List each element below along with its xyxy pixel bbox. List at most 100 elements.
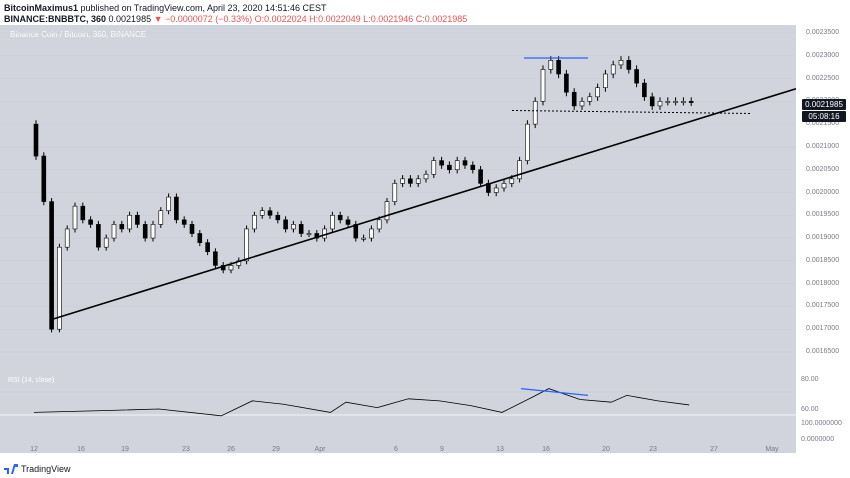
price-tick-label: 0.0020500 [806, 165, 840, 173]
candle [673, 101, 678, 103]
price-tick-label: 0.0020000 [806, 188, 840, 196]
rsi-tick-label: 80.00 [801, 376, 819, 383]
time-tick-label: May [765, 446, 779, 453]
candle [135, 214, 140, 225]
candle [96, 224, 101, 248]
price-tick-label: 0.0017500 [806, 302, 840, 310]
candle [603, 73, 608, 88]
candle [361, 237, 366, 240]
candle [252, 214, 257, 230]
ohlc-values: O:0.0022024 H:0.0022049 L:0.0021946 C:0.… [254, 14, 468, 24]
candle [49, 201, 54, 330]
candle [181, 219, 187, 225]
price-chart[interactable] [0, 25, 797, 375]
candle [478, 169, 483, 184]
time-tick-label: 19 [121, 446, 129, 453]
candle [587, 96, 593, 102]
author-name[interactable]: BitcoinMaximus1 [4, 3, 79, 13]
candle [470, 164, 476, 171]
candle [283, 219, 288, 230]
candle [564, 73, 569, 93]
candle [657, 101, 663, 107]
candle [88, 219, 93, 225]
candle [415, 178, 421, 184]
candle [353, 224, 359, 239]
candle [384, 201, 390, 221]
candle [127, 214, 132, 230]
candle [33, 123, 39, 157]
candle [618, 60, 624, 66]
candle [259, 210, 265, 216]
time-tick-label: 9 [440, 446, 444, 453]
candle [142, 224, 148, 239]
candle [111, 224, 117, 239]
rsi-tick-label: 60.00 [801, 406, 819, 413]
candle [57, 246, 62, 330]
last-price: 0.0021985 [108, 14, 152, 24]
candle [322, 228, 327, 239]
candle [501, 183, 507, 189]
time-tick-label: 12 [30, 446, 38, 453]
candle [439, 160, 444, 166]
chart-panel[interactable] [0, 25, 796, 453]
publish-info: BitcoinMaximus1 published on TradingView… [4, 3, 327, 13]
candle [493, 187, 499, 193]
price-tick-label: 0.0021000 [806, 142, 840, 150]
rsi-divergence-line [520, 388, 589, 396]
rsi-title: RSI (14, close) [8, 377, 55, 384]
candle [291, 224, 296, 230]
price-tick-label: 0.0016500 [806, 348, 840, 355]
candle [665, 101, 671, 103]
tradingview-logo-icon[interactable] [4, 464, 18, 474]
support-line [511, 109, 751, 114]
price-tick-label: 0.0018000 [806, 279, 840, 287]
candle [556, 60, 561, 75]
candle [41, 155, 47, 202]
candle [626, 60, 632, 70]
candle [642, 82, 647, 98]
candle [244, 228, 249, 262]
candle [408, 178, 413, 184]
time-tick-label: 27 [710, 446, 718, 453]
rsi-chart[interactable] [0, 375, 796, 443]
candle [166, 196, 171, 212]
candle [306, 233, 312, 236]
candle [80, 205, 86, 221]
time-tick-label: 6 [394, 446, 398, 453]
price-tick-label: 0.0018500 [806, 256, 840, 264]
price-tick-label: 0.0022500 [806, 74, 840, 82]
price-tick-label: 0.0021500 [806, 120, 840, 128]
price-axis[interactable] [796, 25, 850, 453]
tradingview-brand[interactable]: TradingView [21, 464, 71, 474]
candle [376, 219, 382, 230]
time-tick-label: 13 [496, 446, 504, 453]
candle [275, 214, 281, 221]
candle [345, 219, 351, 225]
symbol-info: BINANCE:BNBBTC, 360 0.0021985 ▼ −0.00000… [4, 14, 467, 24]
candle [517, 160, 522, 180]
candle [571, 91, 577, 107]
candle [72, 205, 78, 230]
candle [205, 242, 210, 253]
price-badge: 0.0021985 [802, 99, 846, 110]
price-tick-label: 0.0019500 [806, 211, 840, 219]
candle [369, 228, 374, 239]
price-tick-label: 0.0023000 [806, 51, 840, 59]
time-tick-label: 16 [77, 446, 85, 453]
candle [400, 178, 405, 184]
symbol-name: BINANCE:BNBBTC, 360 [4, 14, 107, 24]
publish-text: published on TradingView.com, April 23, … [80, 3, 327, 13]
candle [431, 160, 437, 175]
candle [197, 233, 203, 243]
time-tick-label: Apr [314, 446, 326, 453]
candle [509, 178, 515, 184]
candle [103, 237, 109, 248]
candle [454, 160, 460, 171]
time-tick-label: 26 [227, 446, 235, 453]
footer: TradingView [4, 462, 71, 476]
candle [540, 69, 546, 102]
candle [423, 173, 429, 180]
time-tick-label: 23 [182, 446, 190, 453]
candle [189, 224, 195, 234]
candle [595, 87, 600, 98]
